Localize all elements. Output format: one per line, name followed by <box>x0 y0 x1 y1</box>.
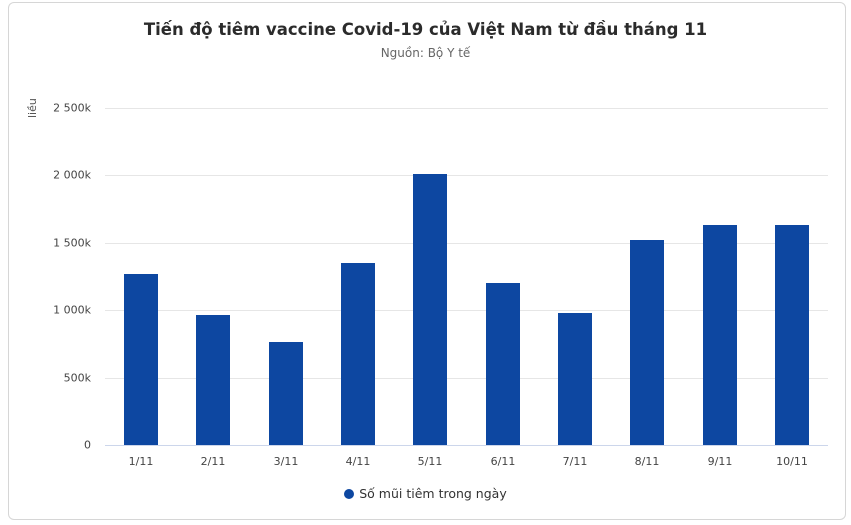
gridline <box>105 378 828 379</box>
chart-subtitle: Nguồn: Bộ Y tế <box>380 46 471 60</box>
y-tick-label: 2 000k <box>53 168 91 182</box>
gridline <box>105 310 828 311</box>
y-tick-label: 0 <box>84 438 91 452</box>
y-tick-label: 2 500k <box>53 101 91 115</box>
bar[interactable] <box>269 342 303 445</box>
bar[interactable] <box>703 225 737 445</box>
x-tick-label: 2/11 <box>200 455 226 468</box>
x-tick-label: 3/11 <box>273 455 299 468</box>
legend-label: Số mũi tiêm trong ngày <box>359 486 507 501</box>
gridline <box>105 108 828 109</box>
x-tick-label: 7/11 <box>562 455 588 468</box>
bar[interactable] <box>196 315 230 445</box>
bar[interactable] <box>558 313 592 445</box>
gridline <box>105 243 828 244</box>
bar[interactable] <box>124 274 158 445</box>
y-tick-label: 500k <box>63 371 91 385</box>
x-tick-label: 8/11 <box>634 455 660 468</box>
y-tick-label: 1 500k <box>53 236 91 250</box>
x-tick-label: 1/11 <box>128 455 154 468</box>
x-tick-label: 10/11 <box>776 455 808 468</box>
chart-title: Tiến độ tiêm vaccine Covid-19 của Việt N… <box>143 20 708 39</box>
x-tick-label: 5/11 <box>417 455 443 468</box>
x-tick-label: 6/11 <box>490 455 516 468</box>
bar[interactable] <box>341 263 375 445</box>
y-axis-label: liều <box>26 98 39 118</box>
legend-marker-icon <box>344 489 355 499</box>
y-tick-label: 1 000k <box>53 303 91 317</box>
x-tick-label: 4/11 <box>345 455 371 468</box>
legend-item[interactable]: Số mũi tiêm trong ngày <box>0 486 851 501</box>
gridline <box>105 175 828 176</box>
bar[interactable] <box>630 240 664 445</box>
x-tick-label: 9/11 <box>707 455 733 468</box>
x-axis-line <box>105 445 828 446</box>
bar[interactable] <box>775 225 809 445</box>
bar[interactable] <box>413 174 447 445</box>
bar[interactable] <box>486 283 520 445</box>
